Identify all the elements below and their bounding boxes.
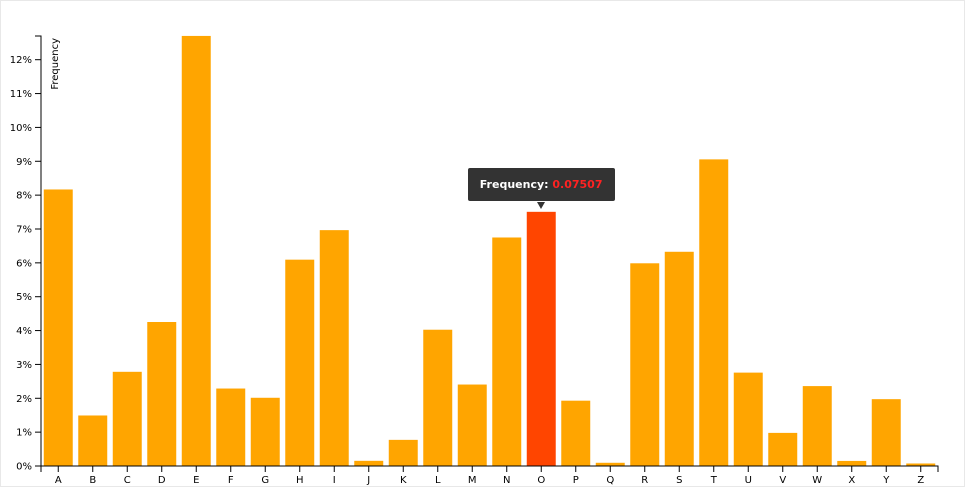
x-tick-label: Q [606,475,614,486]
y-tick-label: 5% [16,292,32,303]
x-tick-label: B [89,475,96,486]
bar-c[interactable] [112,371,142,466]
tooltip-arrow [537,201,546,209]
x-axis: A B C D E F G H I J K L M N O P Q R S T U V W X Y Z [40,465,939,486]
y-tick-label: 12% [10,55,32,66]
y-tick-label: 7% [16,224,32,235]
bar-m[interactable] [457,384,487,466]
x-tick-label: U [745,475,752,486]
bar-z[interactable] [906,463,936,466]
bar-s[interactable] [664,251,694,466]
x-tick-label: G [261,475,269,486]
x-tick-label: V [779,475,786,486]
bar-r[interactable] [630,263,660,466]
bar-t[interactable] [699,159,729,467]
x-tick-label: Z [917,475,924,486]
x-tick-label: P [573,475,579,486]
x-tick-label: M [468,475,477,486]
x-tick-label: J [366,475,370,486]
x-tick-label: C [124,475,131,486]
y-tick-label: 0% [16,462,32,473]
x-tick-label: R [641,475,648,486]
bar-i[interactable] [319,230,349,466]
bar-j[interactable] [354,460,384,466]
x-tick-label: H [296,475,304,486]
y-tick-label: 1% [16,428,32,439]
x-tick-label: S [676,475,682,486]
bar-a[interactable] [43,189,73,466]
bar-k[interactable] [388,439,418,466]
x-tick-label: N [503,475,510,486]
x-tick-label: L [435,475,441,486]
y-tick-label: 3% [16,360,32,371]
y-tick-label: 9% [16,157,32,168]
y-tick-label: 2% [16,394,32,405]
x-tick-label: Y [882,475,890,486]
x-tick-label: F [228,475,234,486]
bar-w[interactable] [802,386,832,466]
bar-y[interactable] [871,399,901,466]
y-tick-label: 11% [10,89,32,100]
bar-l[interactable] [423,329,453,466]
x-tick-label: I [333,475,336,486]
bar-q[interactable] [595,462,625,466]
y-tick-label: 8% [16,191,32,202]
bar-p[interactable] [561,400,591,466]
bar-d[interactable] [147,322,177,466]
x-tick-label: D [158,475,166,486]
y-axis-label: Frequency [50,38,61,90]
bar-v[interactable] [768,432,798,466]
y-tick-label: 4% [16,326,32,337]
tooltip-label: Frequency: [479,177,549,191]
y-axis: 0% 1% 2% 3% 4% 5% 6% 7% 8% 9% 10% 11% 12% [10,35,42,473]
bar-u[interactable] [733,372,763,466]
bar-n[interactable] [492,237,522,466]
bar-e[interactable] [181,35,211,466]
x-tick-label: O [537,475,545,486]
x-tick-label: W [812,475,822,486]
x-tick-label: E [193,475,199,486]
x-tick-label: T [710,475,718,486]
y-axis-line [35,35,42,467]
bar-b[interactable] [78,415,108,466]
bars [43,35,936,467]
x-tick-label: X [848,475,855,486]
y-tick-label: 10% [10,123,32,134]
tooltip-value: 0.07507 [552,177,603,191]
bar-o[interactable] [526,211,556,466]
tooltip: Frequency: 0.07507 [467,167,615,201]
bar-h[interactable] [285,259,315,466]
bar-x[interactable] [837,460,867,466]
y-tick-label: 6% [16,258,32,269]
x-tick-label: K [400,475,407,486]
bar-f[interactable] [216,388,246,466]
x-axis-line [40,465,939,472]
bar-g[interactable] [250,397,280,466]
x-tick-label: A [55,475,62,486]
